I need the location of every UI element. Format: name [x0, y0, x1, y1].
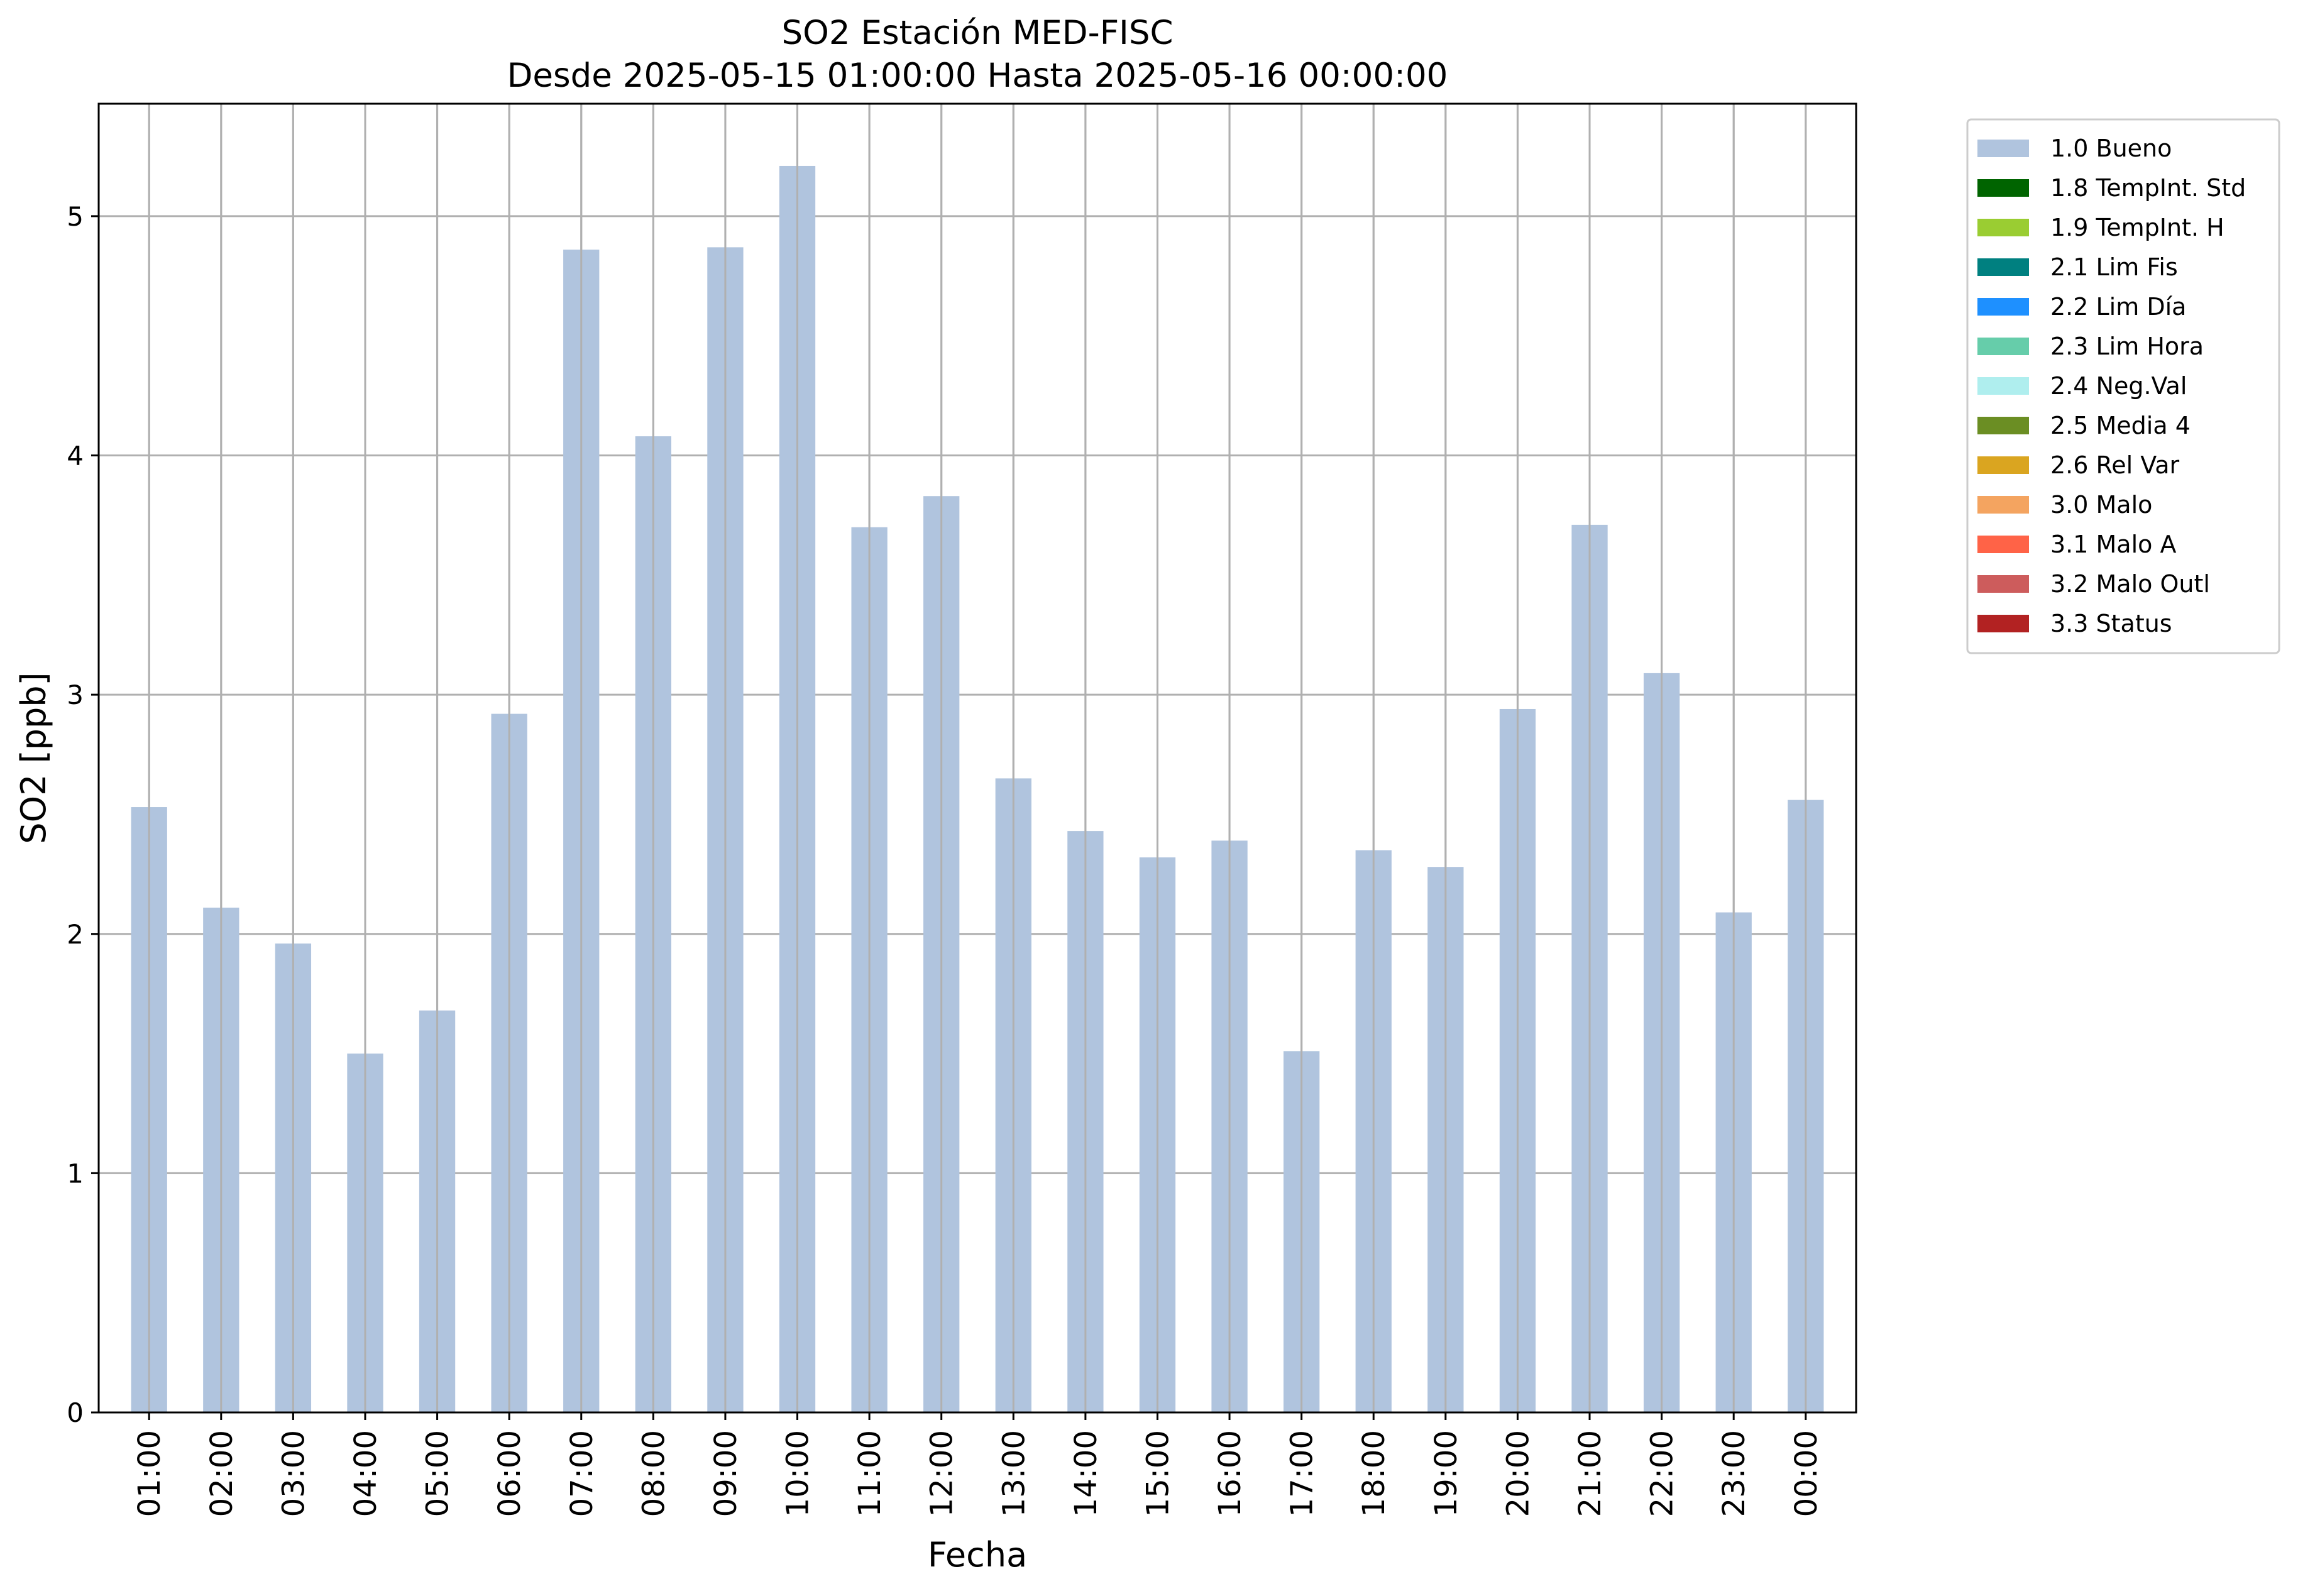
legend-swatch	[1977, 536, 2029, 553]
legend-label: 1.0 Bueno	[2050, 135, 2172, 162]
legend-swatch	[1977, 575, 2029, 593]
x-tick-label: 11:00	[852, 1430, 888, 1517]
legend-swatch	[1977, 496, 2029, 514]
legend-label: 3.1 Malo A	[2050, 531, 2176, 558]
legend-label: 3.2 Malo Outl	[2050, 570, 2210, 598]
x-tick-label: 12:00	[925, 1430, 960, 1517]
legend-label: 3.0 Malo	[2050, 491, 2152, 519]
legend-label: 2.5 Media 4	[2050, 412, 2191, 439]
legend-swatch	[1977, 417, 2029, 434]
legend-frame	[1966, 118, 2280, 654]
x-tick-label: 14:00	[1069, 1430, 1104, 1517]
legend-swatch	[1977, 615, 2029, 632]
legend-label: 1.9 TempInt. H	[2050, 214, 2224, 241]
y-tick-label: 4	[67, 441, 84, 471]
x-tick-label: 06:00	[492, 1430, 527, 1517]
y-tick-label: 2	[67, 919, 84, 950]
legend: 1.0 Bueno 1.8 TempInt. Std 1.9 TempInt. H 2…	[1966, 118, 2280, 654]
bars	[131, 104, 1824, 1413]
legend-swatch	[1977, 377, 2029, 395]
x-tick-label: 03:00	[276, 1430, 311, 1517]
plot-frame	[97, 102, 1857, 1414]
x-tick-label: 20:00	[1500, 1430, 1536, 1517]
x-axis: 01:00 02:00 03:00 04:00 05:00 06:00 07:00 08:00…	[132, 1412, 1824, 1517]
legend-label: 3.3 Status	[2050, 610, 2172, 637]
legend-label: 2.2 Lim Día	[2050, 293, 2186, 321]
legend-label: 2.1 Lim Fis	[2050, 253, 2178, 281]
x-axis-label: Fecha	[928, 1535, 1027, 1575]
x-tick-label: 08:00	[636, 1430, 671, 1517]
x-tick-label: 00:00	[1789, 1430, 1824, 1517]
x-tick-label: 04:00	[348, 1430, 383, 1517]
x-tick-label: 22:00	[1645, 1430, 1680, 1517]
x-tick-label: 18:00	[1356, 1430, 1392, 1517]
x-tick-label: 07:00	[564, 1430, 600, 1517]
x-tick-label: 23:00	[1717, 1430, 1752, 1517]
y-tick-label: 3	[67, 680, 84, 710]
y-tick-label: 0	[67, 1397, 84, 1428]
legend-swatch	[1977, 140, 2029, 157]
x-tick-label: 13:00	[996, 1430, 1031, 1517]
x-tick-label: 05:00	[421, 1430, 456, 1517]
y-axis-label: SO2 [ppb]	[14, 672, 53, 844]
chart-subtitle: Desde 2025-05-15 01:00:00 Hasta 2025-05-…	[507, 57, 1448, 95]
legend-swatch	[1977, 258, 2029, 276]
y-axis: 0 1 2 3 4 5	[67, 201, 99, 1428]
x-tick-label: 15:00	[1140, 1430, 1175, 1517]
x-tick-label: 09:00	[708, 1430, 744, 1517]
x-tick-label: 10:00	[781, 1430, 816, 1517]
legend-label: 1.8 TempInt. Std	[2050, 174, 2246, 202]
legend-label: 2.6 Rel Var	[2050, 451, 2180, 479]
legend-label: 2.3 Lim Hora	[2050, 333, 2204, 360]
legend-swatch	[1977, 298, 2029, 316]
y-tick-label: 5	[67, 201, 84, 232]
x-tick-label: 02:00	[204, 1430, 239, 1517]
y-tick-label: 1	[67, 1158, 84, 1189]
legend-label: 2.4 Neg.Val	[2050, 372, 2187, 400]
x-tick-label: 19:00	[1429, 1430, 1464, 1517]
x-tick-label: 17:00	[1285, 1430, 1320, 1517]
x-tick-label: 21:00	[1573, 1430, 1608, 1517]
legend-swatch	[1977, 456, 2029, 474]
legend-swatch	[1977, 338, 2029, 355]
legend-swatch	[1977, 219, 2029, 236]
chart-title: SO2 Estación MED-FISC	[782, 14, 1174, 52]
x-tick-label: 01:00	[132, 1430, 167, 1517]
legend-swatch	[1977, 179, 2029, 197]
x-tick-label: 16:00	[1212, 1430, 1248, 1517]
